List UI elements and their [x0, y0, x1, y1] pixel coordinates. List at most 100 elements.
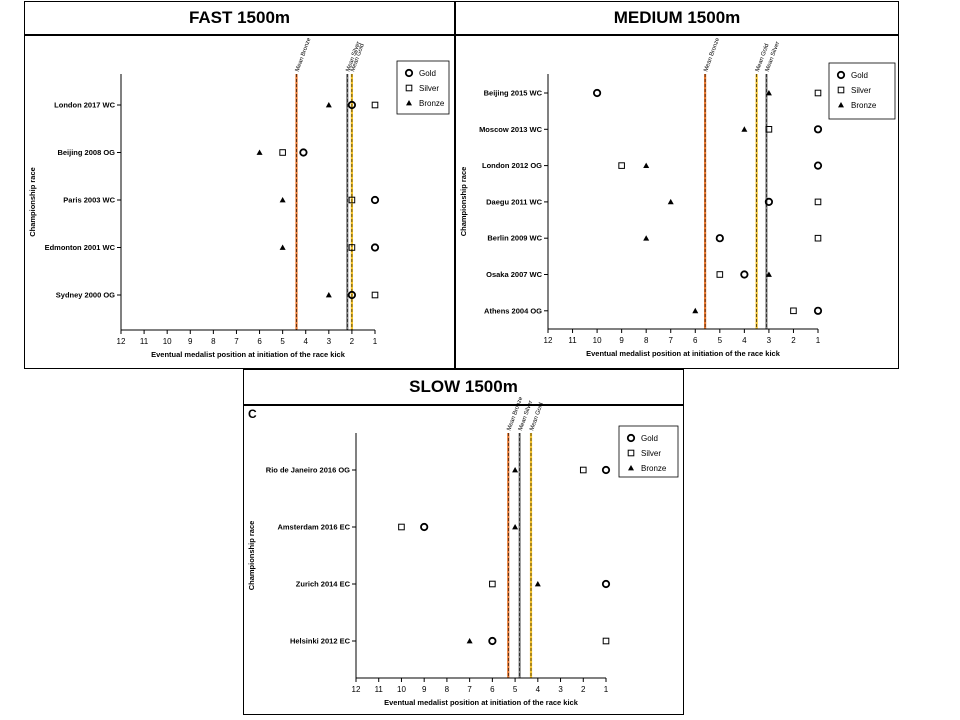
point-bronze: [279, 197, 286, 203]
category-label: Osaka 2007 WC: [486, 270, 542, 279]
legend-marker-bronze: [628, 465, 634, 471]
legend-marker-silver: [837, 86, 845, 94]
category-label: Daegu 2011 WC: [486, 197, 542, 206]
point-silver: [348, 196, 356, 204]
point-silver: [716, 271, 724, 278]
medium-title: MEDIUM 1500m: [455, 1, 899, 35]
point-gold: [740, 270, 749, 279]
legend-label-bronze: Bronze: [641, 464, 667, 473]
legend-box: [396, 60, 450, 115]
x-tick-label: 11: [140, 337, 149, 346]
slow-title: SLOW 1500m: [243, 369, 684, 405]
legend-marker-silver: [405, 84, 413, 92]
x-tick-label: 4: [742, 336, 747, 345]
panel-letter: C: [248, 407, 257, 421]
category-label: Rio de Janeiro 2016 OG: [266, 466, 350, 475]
category-label: Amsterdam 2016 EC: [277, 523, 350, 532]
x-tick-label: 2: [350, 337, 355, 346]
point-bronze: [325, 292, 332, 298]
x-tick-label: 8: [445, 685, 450, 694]
category-label: London 2012 OG: [482, 161, 542, 170]
x-tick-label: 3: [558, 685, 563, 694]
point-gold: [370, 243, 380, 252]
x-tick-label: 9: [619, 336, 624, 345]
x-tick-label: 10: [163, 337, 172, 346]
x-axis-label: Eventual medalist position at initiation…: [586, 349, 781, 358]
legend-marker-gold: [404, 68, 414, 78]
legend: Gold Silver Bronze: [618, 425, 679, 478]
x-axis-label: Eventual medalist position at initiation…: [384, 698, 579, 707]
legend-label-gold: Gold: [851, 71, 868, 80]
point-silver: [814, 198, 822, 206]
point-gold: [813, 161, 823, 170]
ref-label-mean-bronze: Mean Bronze: [295, 36, 313, 72]
medium-panel: Mean Bronze Mean Gold Mean Silver 12 11 10 9 8 7…: [455, 35, 899, 369]
x-tick-label: 11: [375, 685, 384, 694]
point-bronze: [534, 581, 541, 587]
legend-label-gold: Gold: [419, 69, 436, 78]
point-gold: [347, 100, 357, 110]
point-bronze: [466, 638, 473, 644]
point-gold: [813, 306, 823, 315]
point-bronze: [765, 90, 772, 96]
x-tick-label: 7: [467, 685, 472, 694]
point-silver: [371, 101, 379, 109]
x-tick-label: 8: [644, 336, 649, 345]
point-gold: [715, 234, 724, 243]
point-silver: [371, 291, 379, 299]
point-gold: [601, 579, 611, 589]
point-gold: [347, 290, 357, 300]
point-bronze: [667, 198, 674, 205]
category-label: Beijing 2008 OG: [57, 148, 115, 157]
x-tick-label: 1: [816, 336, 821, 345]
point-gold: [420, 522, 429, 532]
fast-title: FAST 1500m: [24, 1, 455, 35]
point-silver: [765, 126, 773, 133]
point-silver: [814, 89, 822, 97]
point-bronze: [325, 102, 332, 108]
legend-marker-silver: [627, 449, 635, 457]
legend-label-bronze: Bronze: [419, 99, 445, 108]
x-tick-label: 3: [767, 336, 772, 345]
legend-box: [618, 425, 679, 478]
x-tick-label: 2: [791, 336, 796, 345]
point-gold: [813, 125, 823, 134]
point-silver: [790, 307, 797, 315]
category-label: Moscow 2013 WC: [479, 125, 543, 134]
category-label: Berlin 2009 WC: [487, 234, 542, 243]
x-tick-label: 8: [211, 337, 216, 346]
legend-marker-bronze: [838, 102, 844, 108]
category-label: Paris 2003 WC: [63, 196, 115, 205]
category-label: London 2017 WC: [54, 101, 115, 110]
category-label: Edmonton 2001 WC: [45, 243, 116, 252]
legend: Gold Silver Bronze: [828, 62, 896, 120]
point-silver: [618, 162, 625, 169]
point-gold: [488, 636, 497, 646]
x-tick-label: 3: [327, 337, 332, 346]
x-tick-label: 7: [669, 336, 674, 345]
point-bronze: [512, 524, 519, 530]
point-bronze: [643, 162, 650, 168]
category-label: Zurich 2014 EC: [296, 580, 351, 589]
point-silver: [489, 580, 496, 588]
x-tick-label: 7: [234, 337, 239, 346]
point-silver: [814, 234, 822, 242]
x-axis-label: Eventual medalist position at initiation…: [151, 350, 346, 359]
legend-marker-gold: [836, 70, 846, 80]
point-bronze: [256, 149, 263, 155]
legend-label-gold: Gold: [641, 434, 658, 443]
x-tick-label: 12: [544, 336, 553, 345]
category-label: Athens 2004 OG: [484, 306, 542, 315]
point-gold: [764, 197, 774, 206]
fast-panel: Mean Bronze Mean Silver Mean Gold 12 11 10 9 8 7…: [24, 35, 455, 369]
x-tick-label: 11: [568, 336, 577, 345]
legend-label-silver: Silver: [419, 84, 439, 93]
point-bronze: [692, 307, 699, 314]
x-tick-label: 10: [593, 336, 602, 345]
category-label: Beijing 2015 WC: [484, 89, 543, 98]
legend: Gold Silver Bronze: [396, 60, 450, 115]
